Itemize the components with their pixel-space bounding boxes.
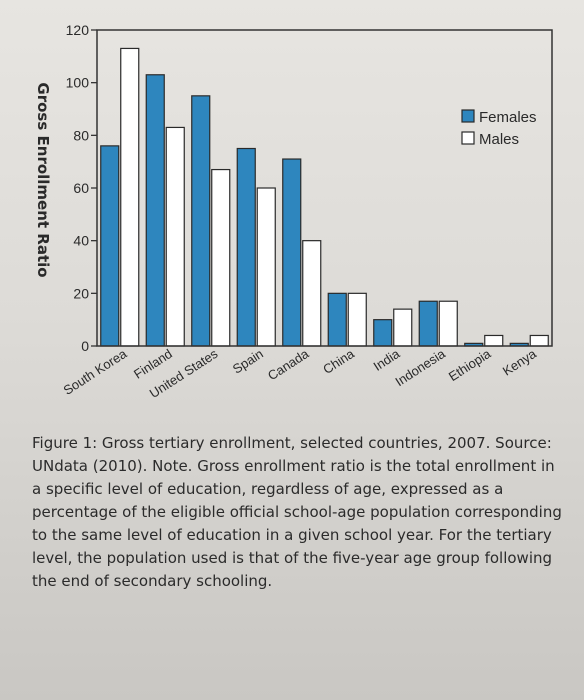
bar-females (145, 74, 165, 347)
y-axis-ticks: 0 20 40 60 80 100 120 (66, 22, 97, 354)
bar-males (256, 187, 276, 347)
legend-label-females: Females (479, 109, 537, 126)
legend-swatch-females (461, 109, 475, 123)
bar-females (282, 158, 302, 347)
y-tick-label: 40 (73, 233, 89, 249)
bar-males (438, 300, 458, 347)
x-category-label: Ethiopia (446, 346, 494, 385)
x-category-label: Spain (230, 346, 266, 377)
bar-males (302, 240, 322, 347)
x-category-label: Indonesia (392, 346, 448, 390)
y-tick-label: 120 (66, 22, 90, 38)
bar-males (211, 168, 231, 347)
y-axis-label: Gross Enrollment Ratio (34, 82, 52, 277)
bar-chart: 0 20 40 60 80 100 120 South Korea FinlandUnited… (34, 22, 553, 402)
bar-females (100, 145, 120, 347)
figure-caption: Figure 1: Gross tertiary enrollment, sel… (32, 434, 562, 590)
bar-males (393, 308, 413, 347)
legend-swatch-males (461, 131, 475, 145)
y-tick-label: 80 (73, 127, 89, 143)
x-category-label: India (371, 346, 403, 374)
bar-females (418, 300, 438, 347)
bar-males (347, 292, 367, 347)
legend: Females Males (461, 109, 537, 148)
x-category-label: Canada (265, 346, 312, 384)
bar-females (327, 292, 347, 347)
x-category-label: China (320, 346, 357, 377)
bar-males (529, 334, 549, 347)
bar-males (165, 126, 185, 347)
bar-series (100, 47, 549, 347)
y-tick-label: 100 (66, 75, 90, 91)
bar-males (484, 334, 504, 347)
bar-females (236, 147, 256, 347)
legend-label-males: Males (479, 131, 519, 148)
y-tick-label: 0 (81, 338, 89, 354)
x-category-label: South Korea (61, 346, 130, 398)
bar-females (191, 95, 211, 347)
x-category-label: Kenya (500, 346, 540, 379)
plot-area-frame (96, 29, 553, 347)
y-tick-label: 60 (73, 180, 89, 196)
bar-males (120, 47, 140, 347)
bar-females (373, 319, 393, 347)
y-tick-label: 20 (73, 285, 89, 301)
